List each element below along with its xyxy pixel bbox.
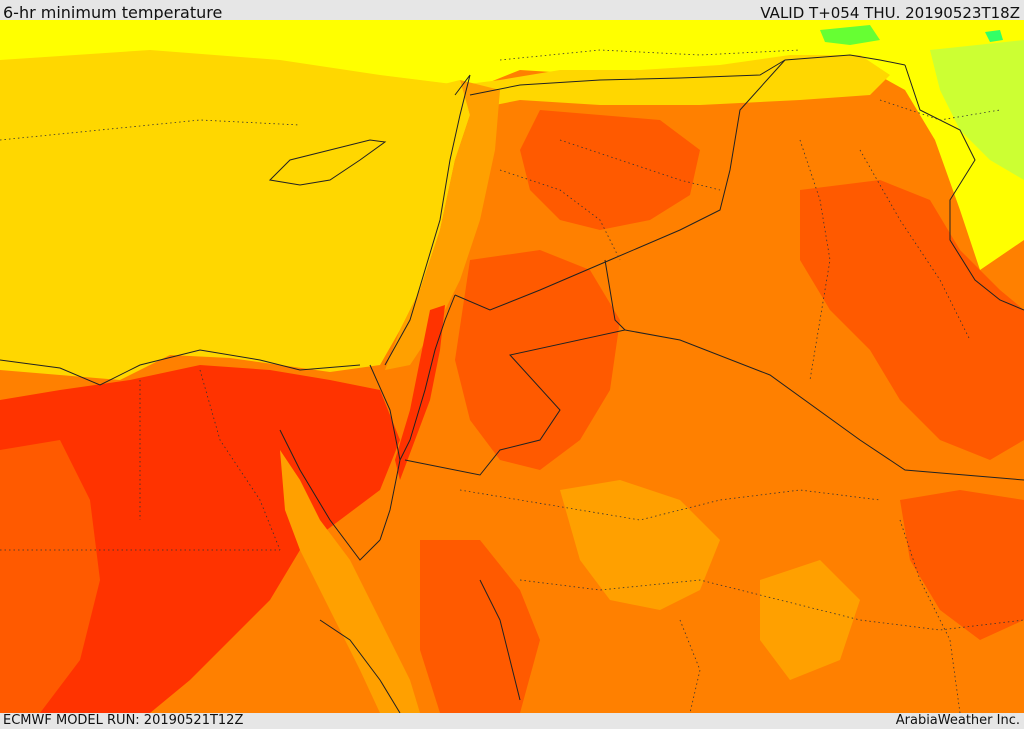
footer-bar: ECMWF MODEL RUN: 20190521T12Z ArabiaWeat… — [0, 713, 1024, 729]
field-green-patch-2 — [985, 30, 1003, 42]
field-red-orange-saudi-west — [420, 540, 540, 713]
credit-label: ArabiaWeather Inc. — [895, 713, 1020, 728]
temperature-map[interactable] — [0, 20, 1024, 713]
field-amber-saudi-2 — [760, 560, 860, 680]
province-borders — [0, 49, 1024, 713]
field-red-orange-jordan — [455, 250, 620, 470]
field-red-orange-iraq — [800, 180, 1024, 460]
field-mediterranean — [0, 80, 470, 380]
valid-time: VALID T+054 THU. 20190523T18Z — [760, 4, 1020, 22]
field-red-orange-egypt — [0, 440, 100, 713]
field-amber-saudi — [560, 480, 720, 610]
field-red-orange-saudi-east — [900, 490, 1024, 640]
field-deep-red-jordan-valley — [395, 305, 445, 480]
field-amber-sinai — [280, 450, 420, 713]
field-deep-red-egypt — [0, 365, 400, 713]
field-yellow-north — [0, 20, 1024, 270]
temperature-map-svg — [0, 20, 1024, 713]
model-run-label: ECMWF MODEL RUN: 20190521T12Z — [3, 713, 244, 728]
field-red-orange-syria — [520, 110, 700, 230]
field-amber-coast — [385, 80, 500, 370]
field-green-patch — [820, 25, 880, 45]
map-title: 6-hr minimum temperature — [3, 3, 223, 22]
country-borders — [0, 54, 1024, 713]
header-bar: 6-hr minimum temperature VALID T+054 THU… — [0, 0, 1024, 22]
field-yellowgreen-east — [930, 40, 1024, 180]
